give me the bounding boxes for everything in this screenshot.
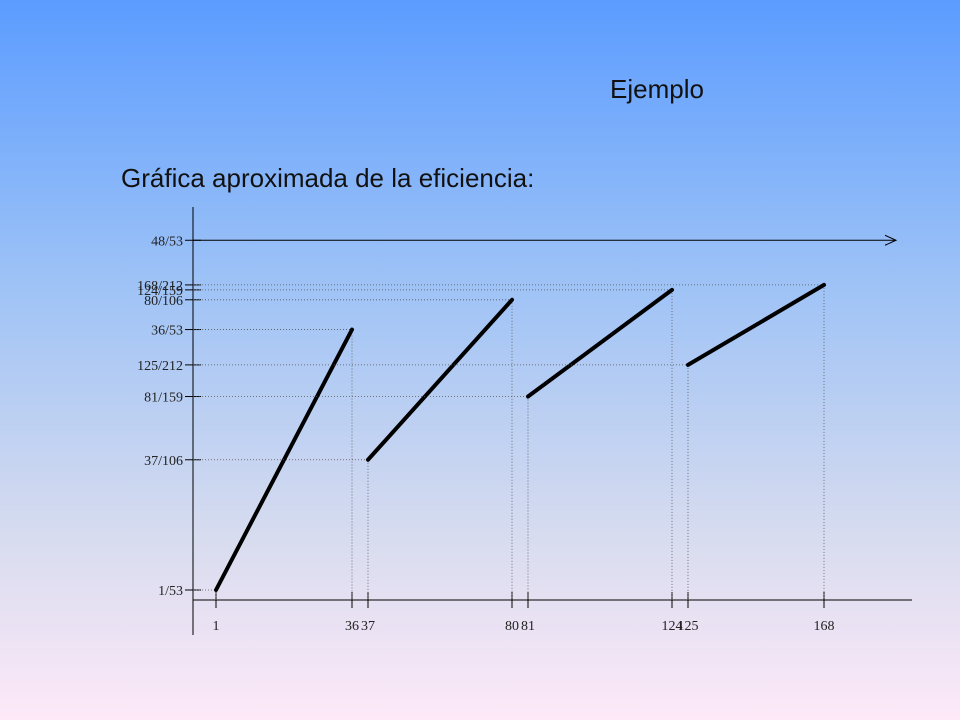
y-tick-label: 168/212 [137, 279, 183, 294]
heading: Ejemplo [610, 74, 704, 104]
y-tick-label: 80/106 [144, 294, 183, 309]
arrow-head [884, 234, 898, 246]
x-tick-label: 81 [521, 619, 535, 634]
y-tick-label: 37/106 [144, 454, 183, 469]
x-tick-label: 37 [361, 619, 375, 634]
y-tick-label: 125/212 [137, 359, 183, 374]
x-tick-label: 80 [505, 619, 519, 634]
x-tick-label: 1 [213, 619, 220, 634]
x-tick-label: 168 [814, 619, 835, 634]
line-segment [366, 297, 514, 462]
line-segment [526, 287, 674, 399]
y-tick-label: 48/53 [151, 234, 183, 249]
chart-title: Gráfica aproximada de la eficiencia: [121, 163, 534, 193]
line-segment [686, 282, 826, 367]
x-tick-label: 124 [662, 619, 683, 634]
y-tick-label: 81/159 [144, 391, 183, 406]
y-tick-label: 1/53 [158, 584, 183, 599]
y-tick-label: 36/53 [151, 324, 183, 339]
x-tick-label: 125 [678, 619, 699, 634]
x-tick-label: 36 [345, 619, 359, 634]
y-tick-label: 124/159 [137, 284, 183, 299]
